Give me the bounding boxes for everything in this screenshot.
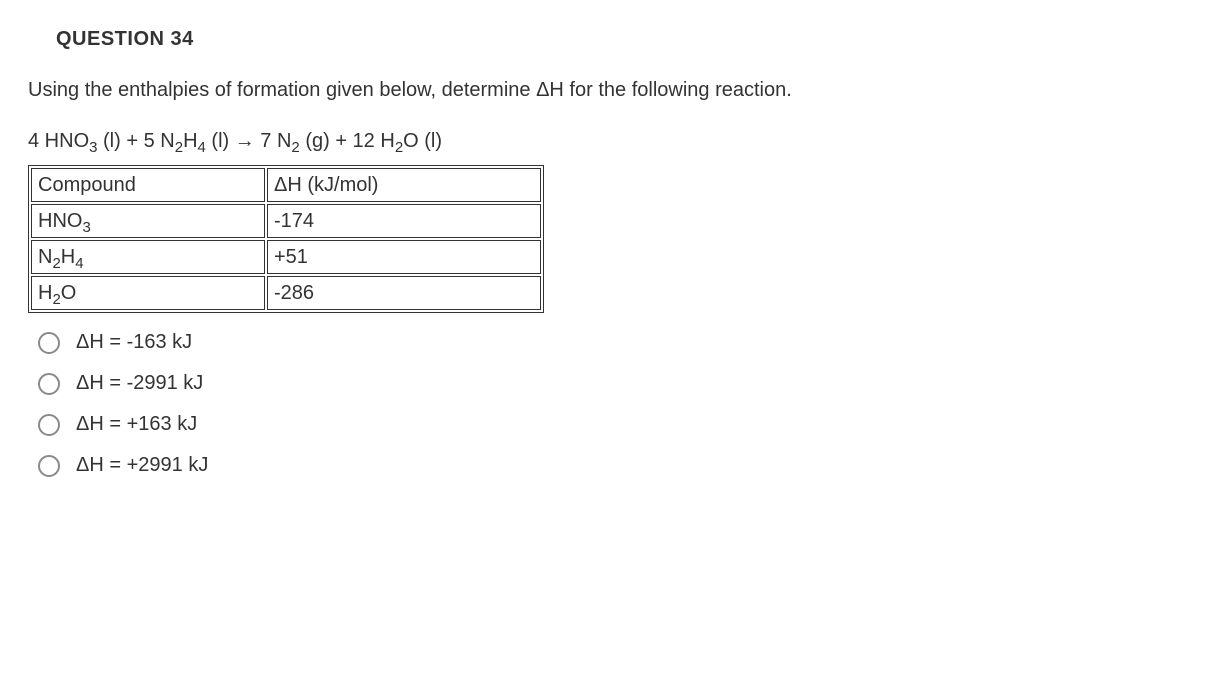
table-header-compound: Compound [31,168,265,202]
table-row: H2O -286 [31,276,541,310]
question-prompt: Using the enthalpies of formation given … [28,79,1186,102]
option-b[interactable]: ΔH = -2991 kJ [38,372,1186,395]
option-d[interactable]: ΔH = +2991 kJ [38,454,1186,477]
table-header-value: ΔH (kJ/mol) [267,168,541,202]
table-row: N2H4 +51 [31,240,541,274]
radio-icon[interactable] [38,414,60,436]
value-cell: +51 [267,240,541,274]
compound-cell: N2H4 [31,240,265,274]
compound-cell: HNO3 [31,204,265,238]
option-label: ΔH = -2991 kJ [76,372,203,395]
enthalpy-table: Compound ΔH (kJ/mol) HNO3 -174 N2H4 +51 … [28,165,544,313]
table-header-row: Compound ΔH (kJ/mol) [31,168,541,202]
radio-icon[interactable] [38,332,60,354]
table-row: HNO3 -174 [31,204,541,238]
option-c[interactable]: ΔH = +163 kJ [38,413,1186,436]
value-cell: -286 [267,276,541,310]
value-cell: -174 [267,204,541,238]
radio-icon[interactable] [38,455,60,477]
compound-cell: H2O [31,276,265,310]
option-label: ΔH = +2991 kJ [76,454,208,477]
answer-options: ΔH = -163 kJ ΔH = -2991 kJ ΔH = +163 kJ … [38,331,1186,477]
reaction-equation: 4 HNO3 (l) + 5 N2H4 (l) → 7 N2 (g) + 12 … [28,130,1186,153]
option-label: ΔH = +163 kJ [76,413,197,436]
option-label: ΔH = -163 kJ [76,331,192,354]
radio-icon[interactable] [38,373,60,395]
option-a[interactable]: ΔH = -163 kJ [38,331,1186,354]
question-header: QUESTION 34 [56,28,1186,51]
